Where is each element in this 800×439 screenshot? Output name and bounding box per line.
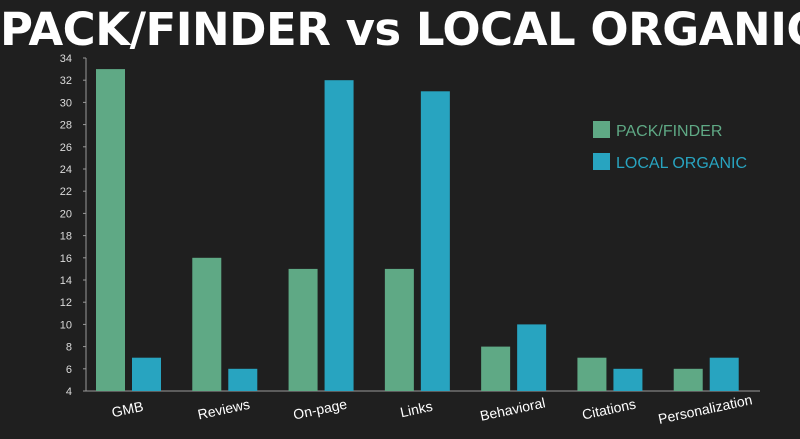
y-tick-label: 14 [60, 275, 72, 287]
y-tick-label: 4 [66, 386, 72, 398]
x-tick-label: Links [399, 398, 434, 420]
x-tick-label: GMB [110, 398, 145, 420]
legend-label: LOCAL ORGANIC [616, 155, 747, 172]
y-tick-label: 32 [60, 75, 72, 87]
bar [613, 368, 643, 391]
bar [673, 368, 703, 391]
x-tick-label: Personalization [657, 391, 754, 427]
y-tick-label: 12 [60, 297, 72, 309]
y-tick-label: 10 [60, 319, 72, 331]
y-tick-label: 30 [60, 97, 72, 109]
y-tick-label: 34 [60, 53, 72, 65]
bar [709, 357, 739, 391]
y-tick-label: 6 [66, 364, 72, 376]
legend-label: PACK/FINDER [616, 123, 722, 140]
bar [288, 268, 318, 391]
x-tick-label: Citations [581, 396, 638, 423]
y-tick-label: 26 [60, 142, 72, 154]
legend-swatch [593, 121, 610, 138]
y-tick-label: 28 [60, 120, 72, 132]
x-tick-label: On-page [292, 396, 349, 423]
bar [517, 324, 547, 391]
x-tick-label: Behavioral [479, 394, 547, 423]
bar [420, 91, 450, 392]
y-tick-label: 20 [60, 208, 72, 220]
bar [577, 357, 607, 391]
x-tick-label: Reviews [196, 396, 251, 423]
chart-title: PACK/FINDER vs LOCAL ORGANIC [0, 3, 800, 56]
bar [481, 346, 511, 391]
bar [384, 268, 414, 391]
y-tick-label: 22 [60, 186, 72, 198]
bar [132, 357, 161, 391]
y-tick-label: 18 [60, 231, 72, 243]
bar [228, 368, 258, 391]
y-tick-label: 24 [60, 164, 72, 176]
bar [324, 80, 354, 391]
bar [192, 257, 222, 391]
legend-swatch [593, 153, 610, 170]
y-tick-label: 16 [60, 253, 72, 265]
bar [96, 69, 125, 391]
y-tick-label: 8 [66, 342, 72, 354]
